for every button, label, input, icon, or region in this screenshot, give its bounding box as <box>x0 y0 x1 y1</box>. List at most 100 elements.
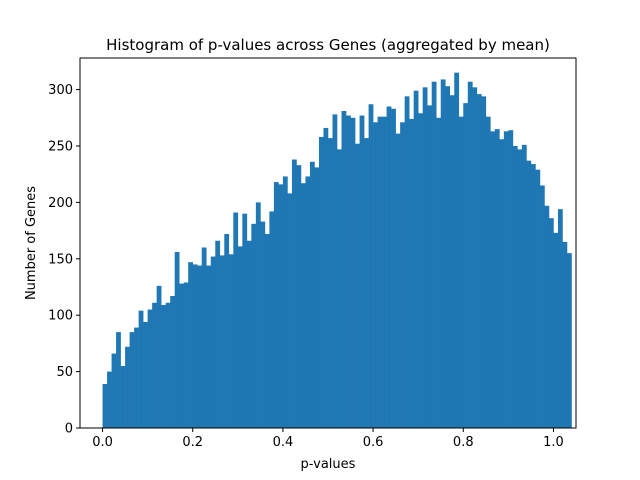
histogram-bar <box>323 127 329 428</box>
histogram-bar <box>237 246 243 428</box>
histogram-bar <box>337 149 342 428</box>
histogram-bar <box>544 205 550 428</box>
histogram-bar <box>314 167 320 429</box>
histogram-bar <box>201 247 207 428</box>
histogram-bar <box>445 86 451 428</box>
histogram-bar <box>503 131 509 428</box>
histogram-bar <box>305 176 311 428</box>
histogram-bar <box>147 309 153 428</box>
histogram-bar <box>224 233 230 428</box>
histogram-bar <box>246 240 252 428</box>
x-tick-label: 1.0 <box>543 435 564 450</box>
histogram-bar <box>391 108 396 428</box>
histogram-bar <box>309 161 315 428</box>
histogram-bar <box>134 327 139 428</box>
histogram-bar <box>535 169 541 429</box>
histogram-bar <box>161 305 166 428</box>
histogram-bar <box>395 133 401 428</box>
histogram-bar <box>183 282 189 428</box>
histogram-bar <box>291 159 297 428</box>
histogram-bar <box>328 138 333 428</box>
x-tick-label: 0.8 <box>453 435 474 450</box>
histogram-bar <box>219 255 225 428</box>
histogram-bar <box>454 72 460 428</box>
bars-group <box>102 72 572 429</box>
histogram-bar <box>467 81 473 428</box>
histogram-bar <box>170 296 175 428</box>
histogram-bar <box>490 131 496 428</box>
histogram-bar <box>364 138 369 428</box>
y-axis-label: Number of Genes <box>24 186 39 300</box>
histogram-bar <box>264 233 270 428</box>
histogram-bar <box>368 104 374 428</box>
histogram-bar <box>341 111 347 428</box>
histogram-bar <box>125 346 130 428</box>
histogram-bar <box>526 160 532 428</box>
histogram-bar <box>382 116 387 428</box>
y-tick-label: 100 <box>48 309 73 324</box>
histogram-bar <box>449 95 455 428</box>
y-tick-label: 150 <box>48 252 73 267</box>
histogram-bar <box>210 256 216 428</box>
histogram-bar <box>431 81 437 428</box>
histogram-bar <box>269 211 275 428</box>
histogram-bar <box>129 332 135 428</box>
histogram-bar <box>156 285 162 428</box>
histogram-bar <box>143 321 148 428</box>
histogram-bar <box>255 202 261 428</box>
histogram-bar <box>350 117 356 428</box>
axes-group <box>79 57 577 429</box>
histogram-bar <box>111 353 117 428</box>
y-ticks-group: 0 50 100 150 200 250 300 <box>48 83 80 437</box>
chart-title: Histogram of p-values across Genes (aggr… <box>106 36 550 54</box>
histogram-bar <box>427 105 433 428</box>
histogram-bar <box>278 184 284 428</box>
histogram-bar <box>499 139 505 428</box>
histogram-bar <box>463 103 469 428</box>
histogram-bar <box>152 302 157 428</box>
histogram-bar <box>508 130 514 428</box>
histogram-bar <box>530 164 536 428</box>
histogram-bar <box>273 182 279 428</box>
histogram-bar <box>179 283 185 428</box>
histogram-bar <box>562 241 568 428</box>
y-tick-label: 250 <box>48 139 73 154</box>
histogram-bar <box>409 118 414 428</box>
histogram-bar <box>404 96 410 428</box>
histogram-bar <box>517 149 523 428</box>
histogram-bar <box>102 384 108 428</box>
histogram-bar <box>413 90 419 429</box>
histogram-bar <box>296 165 302 429</box>
histogram-bar <box>206 265 212 428</box>
histogram-bar <box>494 129 500 428</box>
histogram-bar <box>521 144 527 429</box>
histogram-bar <box>458 116 464 428</box>
histogram-bar <box>440 79 446 429</box>
histogram-bar <box>192 264 198 428</box>
histogram-bar <box>138 310 144 428</box>
plot-frame <box>79 57 577 429</box>
histogram-bar <box>557 209 563 428</box>
histogram-bar <box>188 262 194 428</box>
histogram-bar <box>476 94 482 428</box>
histogram-bar <box>355 143 360 429</box>
histogram-bar <box>346 115 351 428</box>
histogram-bar <box>539 185 545 428</box>
histogram-bar <box>485 116 491 428</box>
y-tick-label: 0 <box>65 422 73 437</box>
histogram-bar <box>553 232 559 428</box>
x-tick-label: 0.4 <box>273 435 294 450</box>
histogram-bar <box>107 371 112 428</box>
y-tick-label: 200 <box>48 196 73 211</box>
histogram-bar <box>197 265 203 428</box>
histogram-bar <box>548 218 554 428</box>
histogram-bar <box>120 365 126 428</box>
histogram-bar <box>116 332 121 428</box>
histogram-bar <box>318 136 324 428</box>
histogram-bar <box>260 221 266 428</box>
x-axis-label: p-values <box>301 457 356 472</box>
x-tick-label: 0.2 <box>182 435 203 450</box>
histogram-bar <box>373 122 378 429</box>
histogram-bar <box>242 213 248 428</box>
